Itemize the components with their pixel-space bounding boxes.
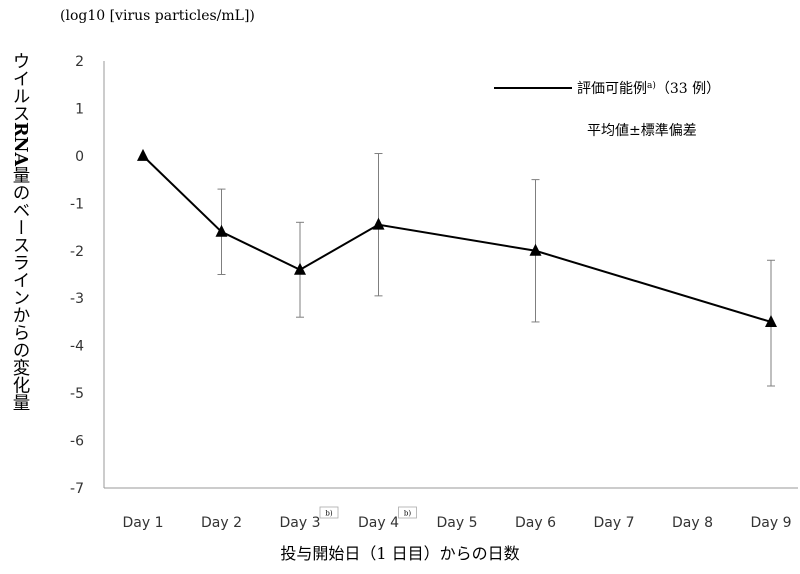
legend: 評価可能例a)（33 例） 平均値±標準偏差 (494, 80, 720, 139)
y-axis-unit-label: (log10 [virus particles/mL]) (60, 8, 255, 24)
legend-series-label: 評価可能例a)（33 例） (577, 80, 720, 97)
svg-text:b): b) (325, 510, 332, 518)
y-tick-label: 2 (75, 54, 84, 70)
y-tick-label: -4 (70, 339, 84, 355)
x-tick-label: Day 6 (515, 515, 556, 531)
data-point-triangle (215, 224, 228, 237)
legend-stat-note: 平均値±標準偏差 (587, 123, 697, 139)
y-axis-title-part3: 量のベースラインからの変化量 (10, 166, 30, 412)
data-point-triangle (529, 243, 542, 256)
x-tick-label: Day 2 (201, 515, 242, 531)
series-line (142, 155, 772, 323)
x-tick-label: Day 7 (593, 515, 634, 531)
y-tick-label: -5 (70, 386, 84, 402)
data-point-triangle (137, 148, 149, 161)
data-point-triangle (372, 217, 385, 230)
series-group (137, 148, 777, 327)
y-tick-label: -6 (70, 434, 84, 450)
chart-axes: 2 1 0 -1 -2 -3 -4 -5 -6 -7 (70, 54, 798, 497)
x-tick-label: Day 8 (672, 515, 713, 531)
y-tick-label: 1 (75, 101, 84, 117)
x-tick-label: Day 5 (436, 515, 477, 531)
footnote-marker: b) (319, 506, 339, 519)
svg-text:b): b) (404, 510, 411, 518)
data-point-triangle (294, 262, 306, 275)
y-tick-label: -2 (70, 244, 84, 260)
y-axis-title-part1: ウイルス (10, 52, 30, 122)
data-point-triangle (765, 314, 777, 327)
y-axis-title: ウイルスRNA量のベースラインからの変化量 (4, 52, 30, 411)
y-axis-title-part2: RNA (10, 122, 30, 167)
y-tick-label: 0 (75, 149, 84, 165)
x-tick-label: Day 3 (279, 515, 320, 531)
y-tick-label: -7 (70, 481, 84, 497)
y-tick-label: -3 (70, 291, 84, 307)
x-axis-title: 投与開始日（1 日目）からの日数 (280, 544, 520, 563)
x-tick-label: Day 4 (358, 515, 399, 531)
x-axis-tick-labels: Day 1 Day 2 Day 3 b) Day 4 b) Day 5 Day 6 Day 7 D… (122, 506, 792, 531)
x-tick-label: Day 9 (750, 515, 791, 531)
y-tick-label: -1 (70, 196, 84, 212)
footnote-marker: b) (398, 506, 417, 519)
x-tick-label: Day 1 (122, 515, 163, 531)
